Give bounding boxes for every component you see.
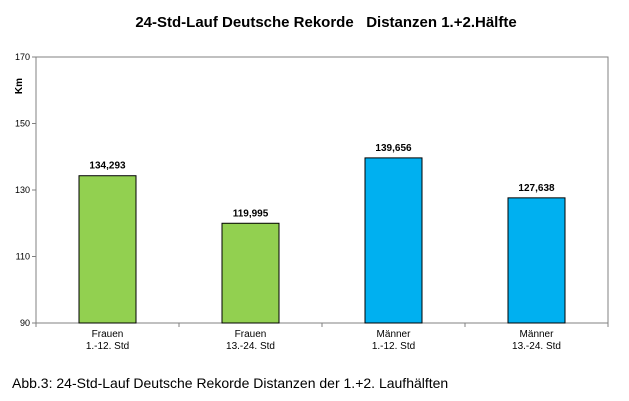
data-label: 134,293	[89, 161, 126, 172]
bar	[221, 222, 280, 324]
y-tick-label: 130	[15, 185, 30, 195]
y-tick-label: 170	[15, 52, 30, 62]
category-label: Frauen	[92, 329, 124, 340]
category-label: Männer	[377, 329, 412, 340]
data-label: 119,995	[233, 208, 269, 219]
category-label: 13.-24. Std	[512, 341, 561, 352]
data-label: 139,656	[375, 143, 412, 154]
category-label: 13.-24. Std	[226, 341, 275, 352]
bar	[78, 175, 137, 324]
y-axis-label: Km	[14, 78, 25, 94]
x-axis-ticks	[35, 323, 609, 327]
chart-title: 24-Std-Lauf Deutsche Rekorde Distanzen 1…	[135, 14, 516, 31]
bar	[507, 197, 566, 324]
bars	[78, 157, 566, 324]
figure-caption: Abb.3: 24-Std-Lauf Deutsche Rekorde Dist…	[12, 375, 449, 391]
y-tick-label: 110	[16, 252, 30, 262]
y-tick-label: 150	[15, 119, 30, 129]
y-axis-ticks: 90 110 130 150 170	[15, 52, 36, 328]
category-label: Frauen	[235, 329, 267, 340]
data-label: 127,638	[518, 183, 555, 194]
y-tick-label: 90	[20, 318, 30, 328]
category-label: 1.-12. Std	[372, 341, 415, 352]
category-label: 1.-12. Std	[86, 341, 129, 352]
bar	[364, 157, 423, 324]
data-labels: 134,293 119,995 139,656 127,638	[89, 143, 555, 219]
category-label: Männer	[520, 329, 555, 340]
